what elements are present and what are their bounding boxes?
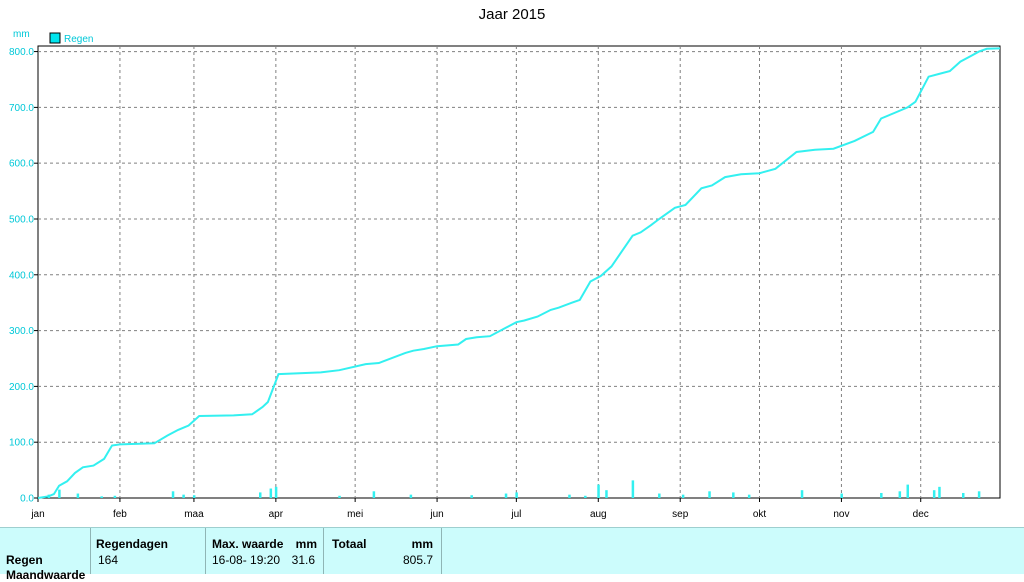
daily-rain-bar: [631, 480, 635, 498]
daily-rain-bar: [977, 491, 981, 498]
x-tick-label: okt: [753, 509, 767, 520]
max-time: 16-08- 19:20: [212, 553, 281, 567]
max-unit: mm: [295, 537, 317, 551]
daily-rain-bar: [515, 492, 518, 498]
daily-rain-bar: [898, 491, 902, 498]
legend-label: Regen: [64, 34, 93, 45]
x-axis-ticks: jan feb maa apr mei jun jul aug sep okt nov dec: [30, 498, 929, 520]
totaal-header: Totaal: [332, 537, 367, 551]
daily-rain-bar: [192, 495, 196, 498]
daily-rain-bar: [338, 495, 341, 498]
x-tick-label: feb: [113, 509, 127, 520]
regendagen-header: Regendagen: [96, 537, 169, 551]
daily-rain-bar: [938, 486, 941, 498]
x-tick-label: maa: [184, 509, 204, 520]
y-tick-label: 700.0: [9, 103, 34, 114]
y-tick-label: 300.0: [9, 326, 34, 337]
daily-rain-bar: [708, 491, 711, 498]
legend: Regen: [49, 32, 93, 45]
daily-bars: [47, 480, 981, 498]
regendagen-value: 164: [98, 553, 119, 567]
daily-rain-bar: [409, 494, 413, 498]
daily-rain-bar: [182, 494, 185, 498]
daily-rain-bar: [171, 491, 175, 498]
y-axis-unit: mm: [13, 29, 30, 40]
x-tick-label: dec: [913, 509, 929, 520]
daily-rain-bar: [58, 489, 61, 498]
stats-panel: Regen Maandwaarde Regendagen 164 Max. wa…: [0, 527, 1024, 582]
x-tick-label: aug: [590, 509, 607, 520]
x-tick-label: jan: [30, 509, 44, 520]
y-tick-label: 600.0: [9, 159, 34, 170]
stats-row-labels: Regen Maandwaarde: [0, 528, 90, 582]
x-tick-label: mei: [347, 509, 363, 520]
daily-rain-bar: [932, 490, 936, 498]
daily-rain-bar: [274, 486, 278, 498]
x-tick-label: sep: [672, 509, 689, 520]
plot-area: [37, 45, 1001, 499]
daily-rain-bar: [113, 495, 117, 498]
max-value: 31.6: [291, 553, 315, 567]
x-tick-label: jun: [429, 509, 443, 520]
daily-rain-bar: [568, 494, 571, 498]
totaal-value: 805.7: [402, 553, 433, 567]
daily-rain-bar: [605, 490, 608, 498]
y-tick-label: 0.0: [20, 494, 34, 505]
grid: [38, 46, 1000, 498]
regendagen-cell: Regendagen 164: [90, 528, 206, 574]
max-cell: Max. waarde mm 16-08- 19:20 31.6: [206, 528, 324, 574]
totaal-cell: Totaal mm 805.7: [324, 528, 442, 574]
rain-chart: 0.0 100.0 200.0 300.0 400.0 500.0 600.0 700.0 80…: [9, 29, 1001, 520]
y-tick-label: 800.0: [9, 47, 34, 58]
legend-swatch: [49, 32, 61, 44]
daily-rain-bar: [840, 493, 843, 498]
max-header: Max. waarde: [212, 537, 284, 551]
x-tick-label: apr: [269, 509, 284, 520]
daily-rain-bar: [269, 488, 273, 498]
daily-rain-bar: [732, 492, 735, 498]
daily-rain-bar: [100, 496, 103, 498]
daily-rain-bar: [597, 484, 600, 498]
daily-rain-bar: [658, 493, 661, 498]
daily-rain-bar: [470, 495, 473, 498]
daily-rain-bar: [259, 492, 262, 498]
y-tick-label: 100.0: [9, 438, 34, 449]
totaal-unit: mm: [411, 537, 433, 551]
daily-rain-bar: [372, 491, 376, 498]
daily-rain-bar: [681, 494, 685, 498]
daily-rain-bar: [504, 493, 508, 498]
x-tick-label: nov: [833, 509, 849, 520]
y-tick-label: 500.0: [9, 214, 34, 225]
daily-rain-bar: [880, 492, 883, 498]
chart-title: Jaar 2015: [478, 6, 546, 23]
daily-rain-bar: [906, 484, 909, 498]
x-tick-label: jul: [510, 509, 521, 520]
stats-row-label-next: Maandwaarde: [6, 568, 86, 582]
y-tick-label: 400.0: [9, 270, 34, 281]
stats-row-label: Regen: [6, 553, 43, 567]
daily-rain-bar: [962, 492, 965, 498]
daily-rain-bar: [76, 493, 80, 498]
daily-rain-bar: [584, 495, 587, 498]
daily-rain-bar: [800, 490, 804, 498]
y-axis-ticks: 0.0 100.0 200.0 300.0 400.0 500.0 600.0 700.0 80…: [9, 47, 38, 505]
daily-rain-bar: [747, 494, 751, 498]
y-tick-label: 200.0: [9, 382, 34, 393]
cumulative-rain-line: [37, 47, 1001, 499]
